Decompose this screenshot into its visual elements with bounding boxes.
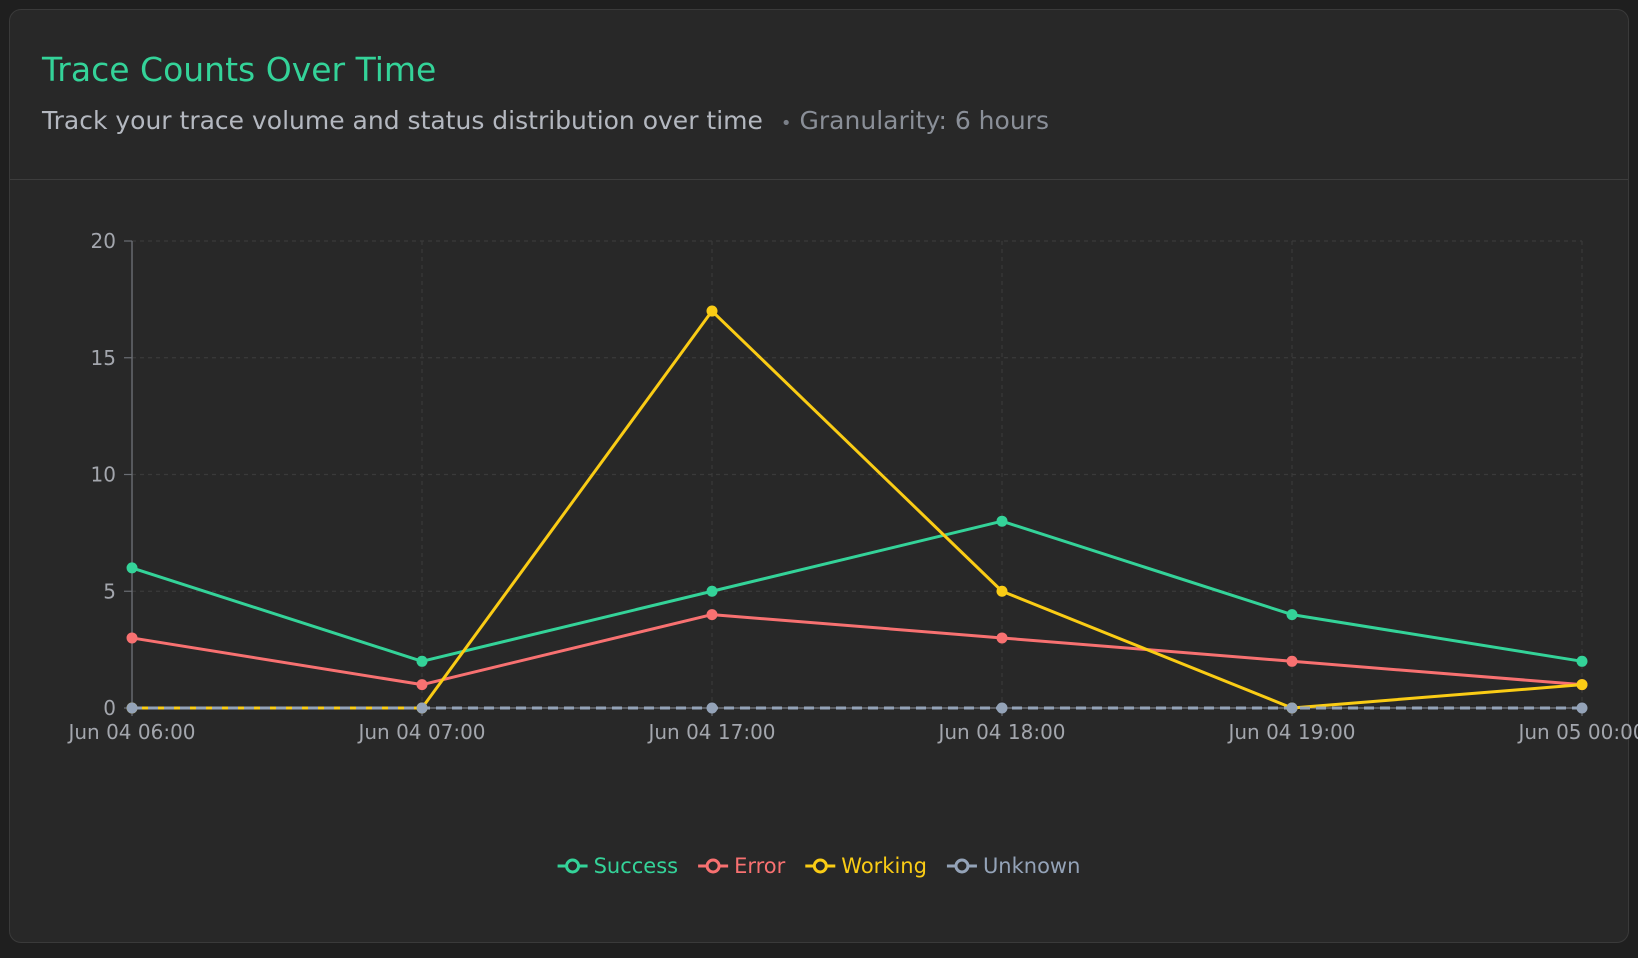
chart-title: Trace Counts Over Time (42, 50, 437, 89)
series-line-working (132, 309, 1583, 710)
legend-line-icon (698, 858, 729, 874)
x-tick-label: Jun 04 07:00 (356, 720, 485, 744)
chart-subtitle: Track your trace volume and status distr… (42, 106, 763, 135)
legend-item-success[interactable]: Success (557, 854, 679, 878)
legend-line-icon (946, 858, 977, 874)
series-lines (126, 305, 1588, 714)
x-tick-label: Jun 05 00:00 (1516, 720, 1638, 744)
y-tick-label: 5 (103, 579, 116, 603)
legend-label: Success (594, 854, 679, 878)
series-unknown (126, 702, 1588, 714)
data-point-working[interactable] (706, 305, 718, 317)
y-tick-label: 20 (91, 229, 116, 253)
data-point-success[interactable] (706, 585, 718, 597)
legend-label: Unknown (983, 854, 1080, 878)
data-point-unknown[interactable] (1286, 702, 1298, 714)
y-tick-label: 10 (91, 463, 116, 487)
legend-line-icon (805, 858, 836, 874)
legend-label: Error (734, 854, 786, 878)
y-tick-label: 0 (103, 696, 116, 720)
legend-item-error[interactable]: Error (698, 854, 786, 878)
legend-label: Working (841, 854, 927, 878)
data-point-error[interactable] (996, 632, 1008, 644)
data-point-success[interactable] (996, 515, 1008, 527)
x-tick-label: Jun 04 18:00 (936, 720, 1065, 744)
legend-item-working[interactable]: Working (805, 854, 927, 878)
data-point-error[interactable] (126, 632, 138, 644)
legend-item-unknown[interactable]: Unknown (946, 854, 1080, 878)
grid-lines (132, 240, 1583, 708)
series-error (126, 609, 1588, 691)
data-point-unknown[interactable] (1576, 702, 1588, 714)
trace-counts-card: Trace Counts Over Time Track your trace … (9, 9, 1629, 943)
series-working (126, 305, 1588, 714)
data-point-error[interactable] (416, 679, 428, 691)
data-point-success[interactable] (416, 655, 428, 667)
data-point-error[interactable] (1286, 655, 1298, 667)
legend: Success Error Working Unknown (557, 854, 1080, 878)
series-line-success (131, 519, 1583, 663)
data-point-error[interactable] (706, 609, 718, 621)
granularity-label: Granularity: 6 hours (799, 106, 1049, 135)
series-success (126, 515, 1588, 667)
y-tick-label: 15 (91, 346, 116, 370)
legend-line-icon (557, 858, 588, 874)
card-header: Trace Counts Over Time Track your trace … (10, 10, 1628, 180)
data-point-success[interactable] (1576, 655, 1588, 667)
data-point-unknown[interactable] (706, 702, 718, 714)
x-tick-label: Jun 04 19:00 (1226, 720, 1355, 744)
data-point-unknown[interactable] (126, 702, 138, 714)
data-point-success[interactable] (126, 562, 138, 574)
x-tick-label: Jun 04 06:00 (66, 720, 195, 744)
series-line-error (131, 613, 1583, 687)
x-tick-label: Jun 04 17:00 (646, 720, 775, 744)
data-point-working[interactable] (996, 585, 1008, 597)
subtitle-row: Track your trace volume and status distr… (42, 106, 1596, 135)
separator-dot-icon: • (780, 113, 792, 134)
data-point-unknown[interactable] (416, 702, 428, 714)
data-point-unknown[interactable] (996, 702, 1008, 714)
data-point-working[interactable] (1576, 679, 1588, 691)
data-point-success[interactable] (1286, 609, 1298, 621)
